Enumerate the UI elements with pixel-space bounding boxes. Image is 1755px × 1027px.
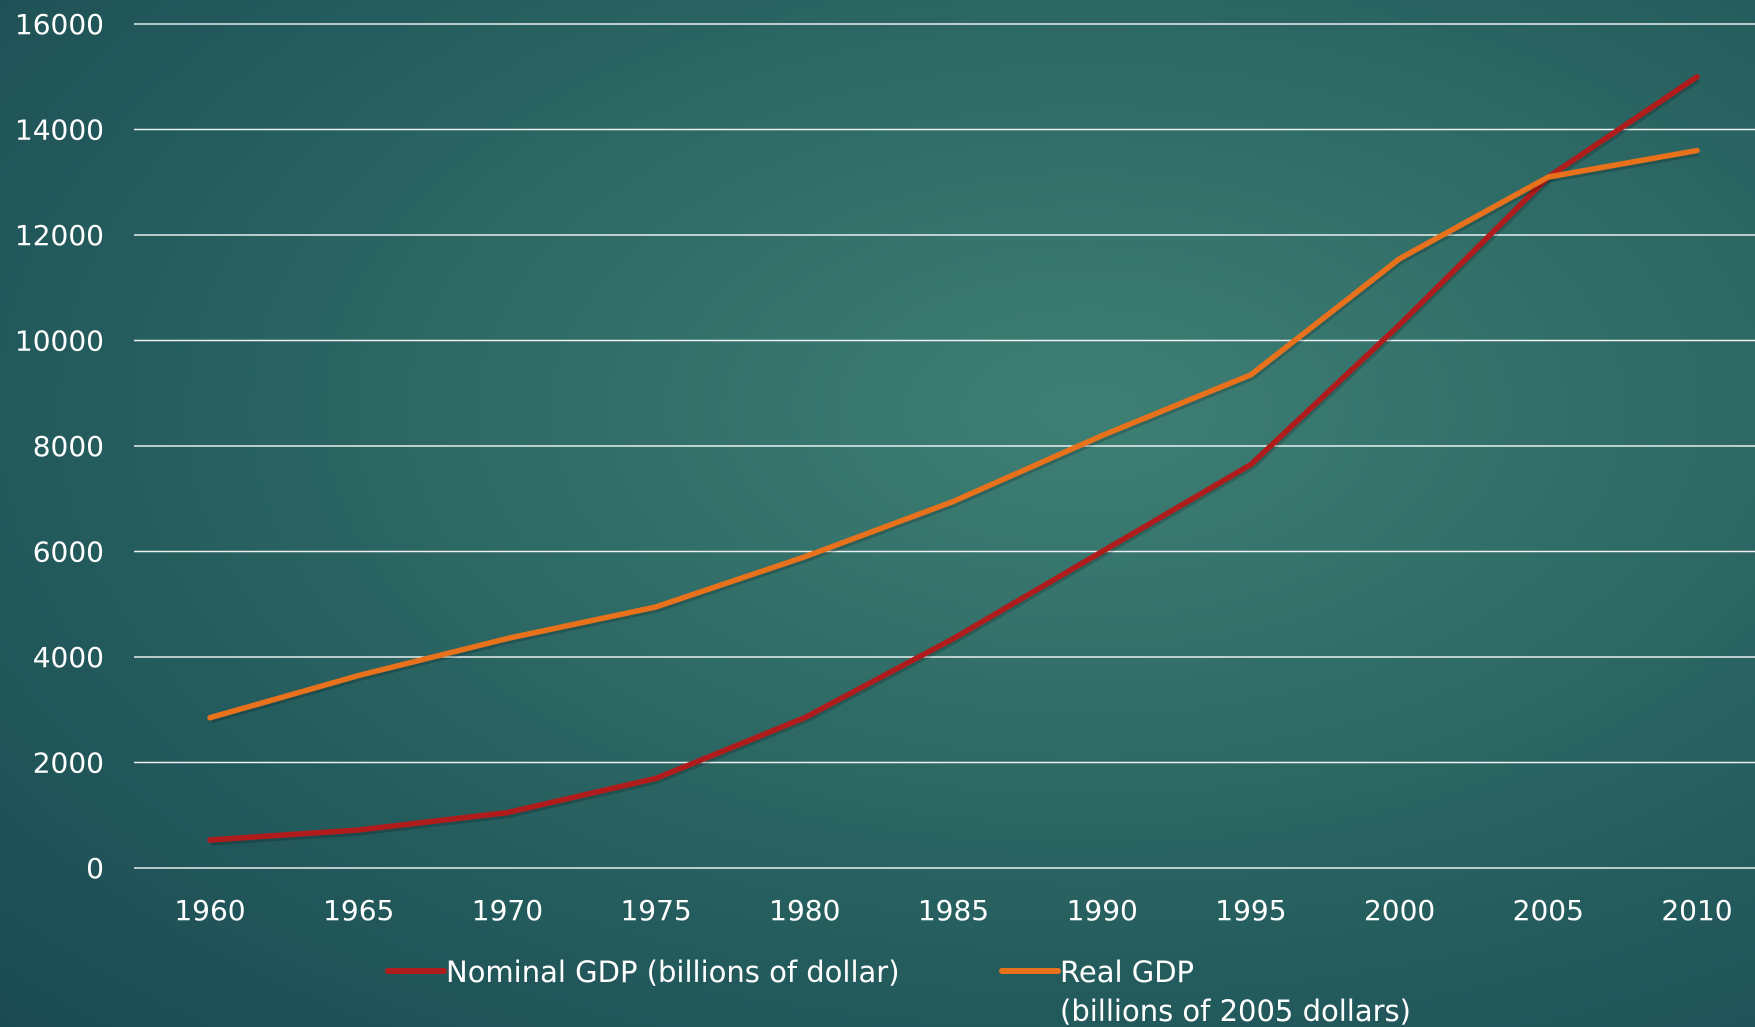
y-tick-label: 12000 (15, 219, 104, 252)
series-line-real-gdp (207, 147, 1700, 721)
legend-label: Nominal GDP (billions of dollar) (446, 955, 900, 989)
x-tick-label: 2005 (1513, 894, 1584, 927)
y-tick-label: 0 (86, 852, 104, 885)
x-tick-label: 1985 (918, 894, 989, 927)
x-tick-label: 1965 (323, 894, 394, 927)
y-tick-label: 4000 (33, 641, 104, 674)
series-lines (207, 74, 1700, 846)
x-tick-label: 1960 (174, 894, 245, 927)
legend-item: Nominal GDP (billions of dollar) (385, 955, 900, 989)
x-tick-label: 2000 (1364, 894, 1435, 927)
x-tick-label: 2010 (1661, 894, 1732, 927)
legend-label: Real GDP (1060, 955, 1194, 989)
y-tick-label: 2000 (33, 747, 104, 780)
series-line-shadow (210, 75, 1700, 846)
x-tick-label: 1995 (1215, 894, 1286, 927)
y-tick-label: 10000 (15, 325, 104, 358)
x-tick-label: 1980 (769, 894, 840, 927)
y-tick-label: 14000 (15, 114, 104, 147)
x-axis-ticks: 1960 1965 1970 1975 1980 1985 1990 1995 2000 2005… (174, 894, 1732, 927)
series-line-shadow (210, 149, 1699, 724)
y-axis-ticks: 0 2000 4000 6000 8000 10000 12000 14000 16000 (15, 8, 104, 885)
x-tick-label: 1975 (620, 894, 691, 927)
y-tick-label: 8000 (33, 430, 104, 463)
x-tick-label: 1990 (1067, 894, 1138, 927)
x-tick-label: 1970 (472, 894, 543, 927)
legend: Nominal GDP (billions of dollar) Real GDP… (385, 955, 1411, 1027)
series-line-nominal-gdp (207, 74, 1700, 843)
legend-item: Real GDP (billions of 2005 dollars) (999, 955, 1411, 1027)
y-tick-label: 16000 (15, 8, 104, 41)
legend-label: (billions of 2005 dollars) (1060, 994, 1411, 1027)
y-tick-label: 6000 (33, 536, 104, 569)
gridlines (134, 23, 1755, 869)
